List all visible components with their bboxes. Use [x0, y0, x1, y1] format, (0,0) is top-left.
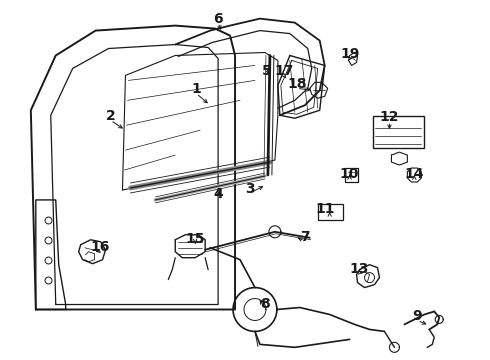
Text: 2: 2: [106, 109, 116, 123]
Text: 9: 9: [413, 310, 422, 324]
Text: 7: 7: [300, 230, 310, 244]
Text: 3: 3: [245, 182, 255, 196]
Text: 6: 6: [213, 12, 223, 26]
Text: 13: 13: [350, 262, 369, 276]
Bar: [318, 204, 343, 220]
Text: 14: 14: [405, 167, 424, 181]
Text: 16: 16: [91, 240, 110, 254]
Text: 10: 10: [340, 167, 359, 181]
Text: 1: 1: [191, 82, 201, 96]
Text: 11: 11: [315, 202, 335, 216]
Text: 4: 4: [213, 187, 223, 201]
Text: 8: 8: [260, 297, 270, 311]
Text: 15: 15: [185, 232, 205, 246]
Text: 12: 12: [380, 110, 399, 124]
Text: 5: 5: [262, 64, 272, 78]
Text: 19: 19: [341, 48, 360, 62]
Text: 17: 17: [274, 64, 294, 78]
Bar: [372, 116, 424, 148]
Text: 18: 18: [287, 77, 307, 91]
